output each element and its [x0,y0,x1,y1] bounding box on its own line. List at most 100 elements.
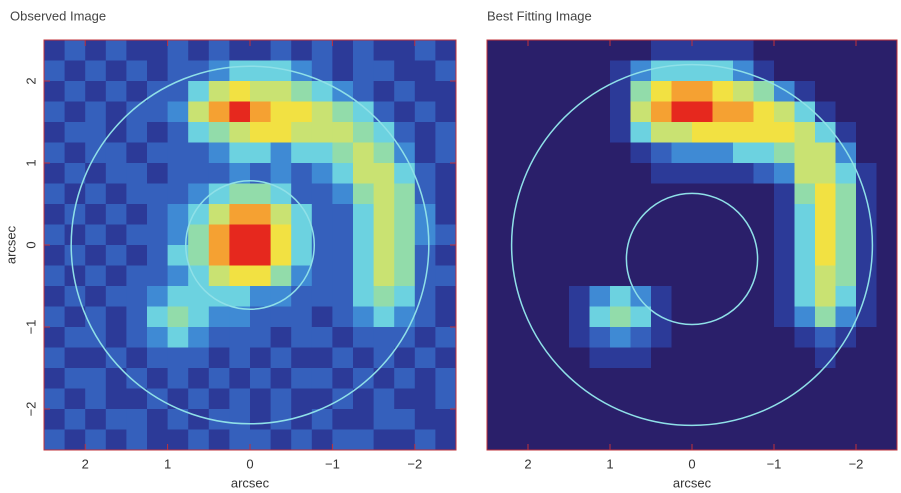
heatmap-cell [229,348,250,369]
heatmap-cell [713,327,734,348]
heatmap-cell [65,348,86,369]
heatmap-cell [291,286,312,307]
heatmap-cell [229,327,250,348]
heatmap-cell [487,61,508,82]
heatmap-cell [569,184,590,205]
heatmap-cell [332,368,353,389]
heatmap-cell [415,389,436,410]
heatmap-cell [85,348,106,369]
heatmap-cell [147,61,168,82]
heatmap-cell [312,368,333,389]
heatmap-cell [631,143,652,164]
heatmap-cell [508,40,529,61]
heatmap-cell [332,225,353,246]
heatmap-cell [353,143,374,164]
heatmap-cell [291,307,312,328]
heatmap-cell [836,245,857,266]
heatmap-cell [651,102,672,123]
heatmap-cell [836,40,857,61]
heatmap-cell [672,61,693,82]
heatmap-cell [44,204,65,225]
heatmap-cell [394,286,415,307]
heatmap-cell [549,389,570,410]
heatmap-cell [374,430,395,451]
heatmap-cell [168,286,189,307]
heatmap-cell [415,102,436,123]
heatmap-cell [168,368,189,389]
heatmap-cell [549,307,570,328]
heatmap-cell [435,61,456,82]
heatmap-cell [126,286,147,307]
heatmap-cell [672,389,693,410]
heatmap-cell [590,81,611,102]
heatmap-cell [209,307,230,328]
heatmap-cell [44,307,65,328]
heatmap-cell [229,409,250,430]
heatmap-cell [435,430,456,451]
heatmap-cell [631,122,652,143]
heatmap-cell [795,348,816,369]
heatmap-cell [85,122,106,143]
heatmap-cell [291,368,312,389]
heatmap-cell [549,225,570,246]
heatmap-cell [590,286,611,307]
heatmap-cell [672,286,693,307]
heatmap-cell [168,307,189,328]
heatmap-cell [271,40,292,61]
heatmap-cell [631,430,652,451]
heatmap-cell [188,286,209,307]
heatmap-cell [85,409,106,430]
heatmap-cell [692,163,713,184]
heatmap-cell [487,163,508,184]
heatmap-cell [692,40,713,61]
heatmap-cell [229,61,250,82]
heatmap-cell [754,81,775,102]
heatmap-cell [353,245,374,266]
heatmap-cell [85,40,106,61]
heatmap-cell [487,348,508,369]
heatmap-cell [877,122,898,143]
heatmap-cell [815,81,836,102]
heatmap-cell [631,81,652,102]
heatmap-cell [229,286,250,307]
heatmap-cell [590,184,611,205]
heatmap-cell [569,430,590,451]
heatmap-cell [312,163,333,184]
heatmap-cell [774,81,795,102]
heatmap-cell [528,40,549,61]
heatmap-cell [487,307,508,328]
heatmap-cell [250,40,271,61]
heatmap-cell [312,327,333,348]
heatmap-cell [713,204,734,225]
heatmap-cell [250,245,271,266]
y-tick-label: 1 [23,159,38,166]
heatmap-cell [549,368,570,389]
heatmap-cell [631,348,652,369]
heatmap-cell [528,286,549,307]
heatmap-cell [435,348,456,369]
heatmap-cell [332,245,353,266]
heatmap-cell [877,245,898,266]
heatmap-cell [85,204,106,225]
heatmap-cell [610,102,631,123]
heatmap-cell [209,245,230,266]
heatmap-cell [631,61,652,82]
heatmap-cell [815,368,836,389]
heatmap-cell [590,102,611,123]
heatmap-cell [692,204,713,225]
heatmap-cell [631,307,652,328]
heatmap-cell [836,409,857,430]
figure: 210−1−2−2−1012Observed Imagearcsecarcsec… [0,0,901,493]
heatmap-cell [65,225,86,246]
heatmap-cell [415,327,436,348]
heatmap-cell [435,184,456,205]
heatmap-cell [733,266,754,287]
heatmap-cell [569,409,590,430]
heatmap-cell [394,40,415,61]
heatmap-cell [415,225,436,246]
heatmap-cell [65,430,86,451]
heatmap-cell [229,102,250,123]
heatmap-cell [733,61,754,82]
heatmap-cell [713,266,734,287]
heatmap-cell [44,245,65,266]
